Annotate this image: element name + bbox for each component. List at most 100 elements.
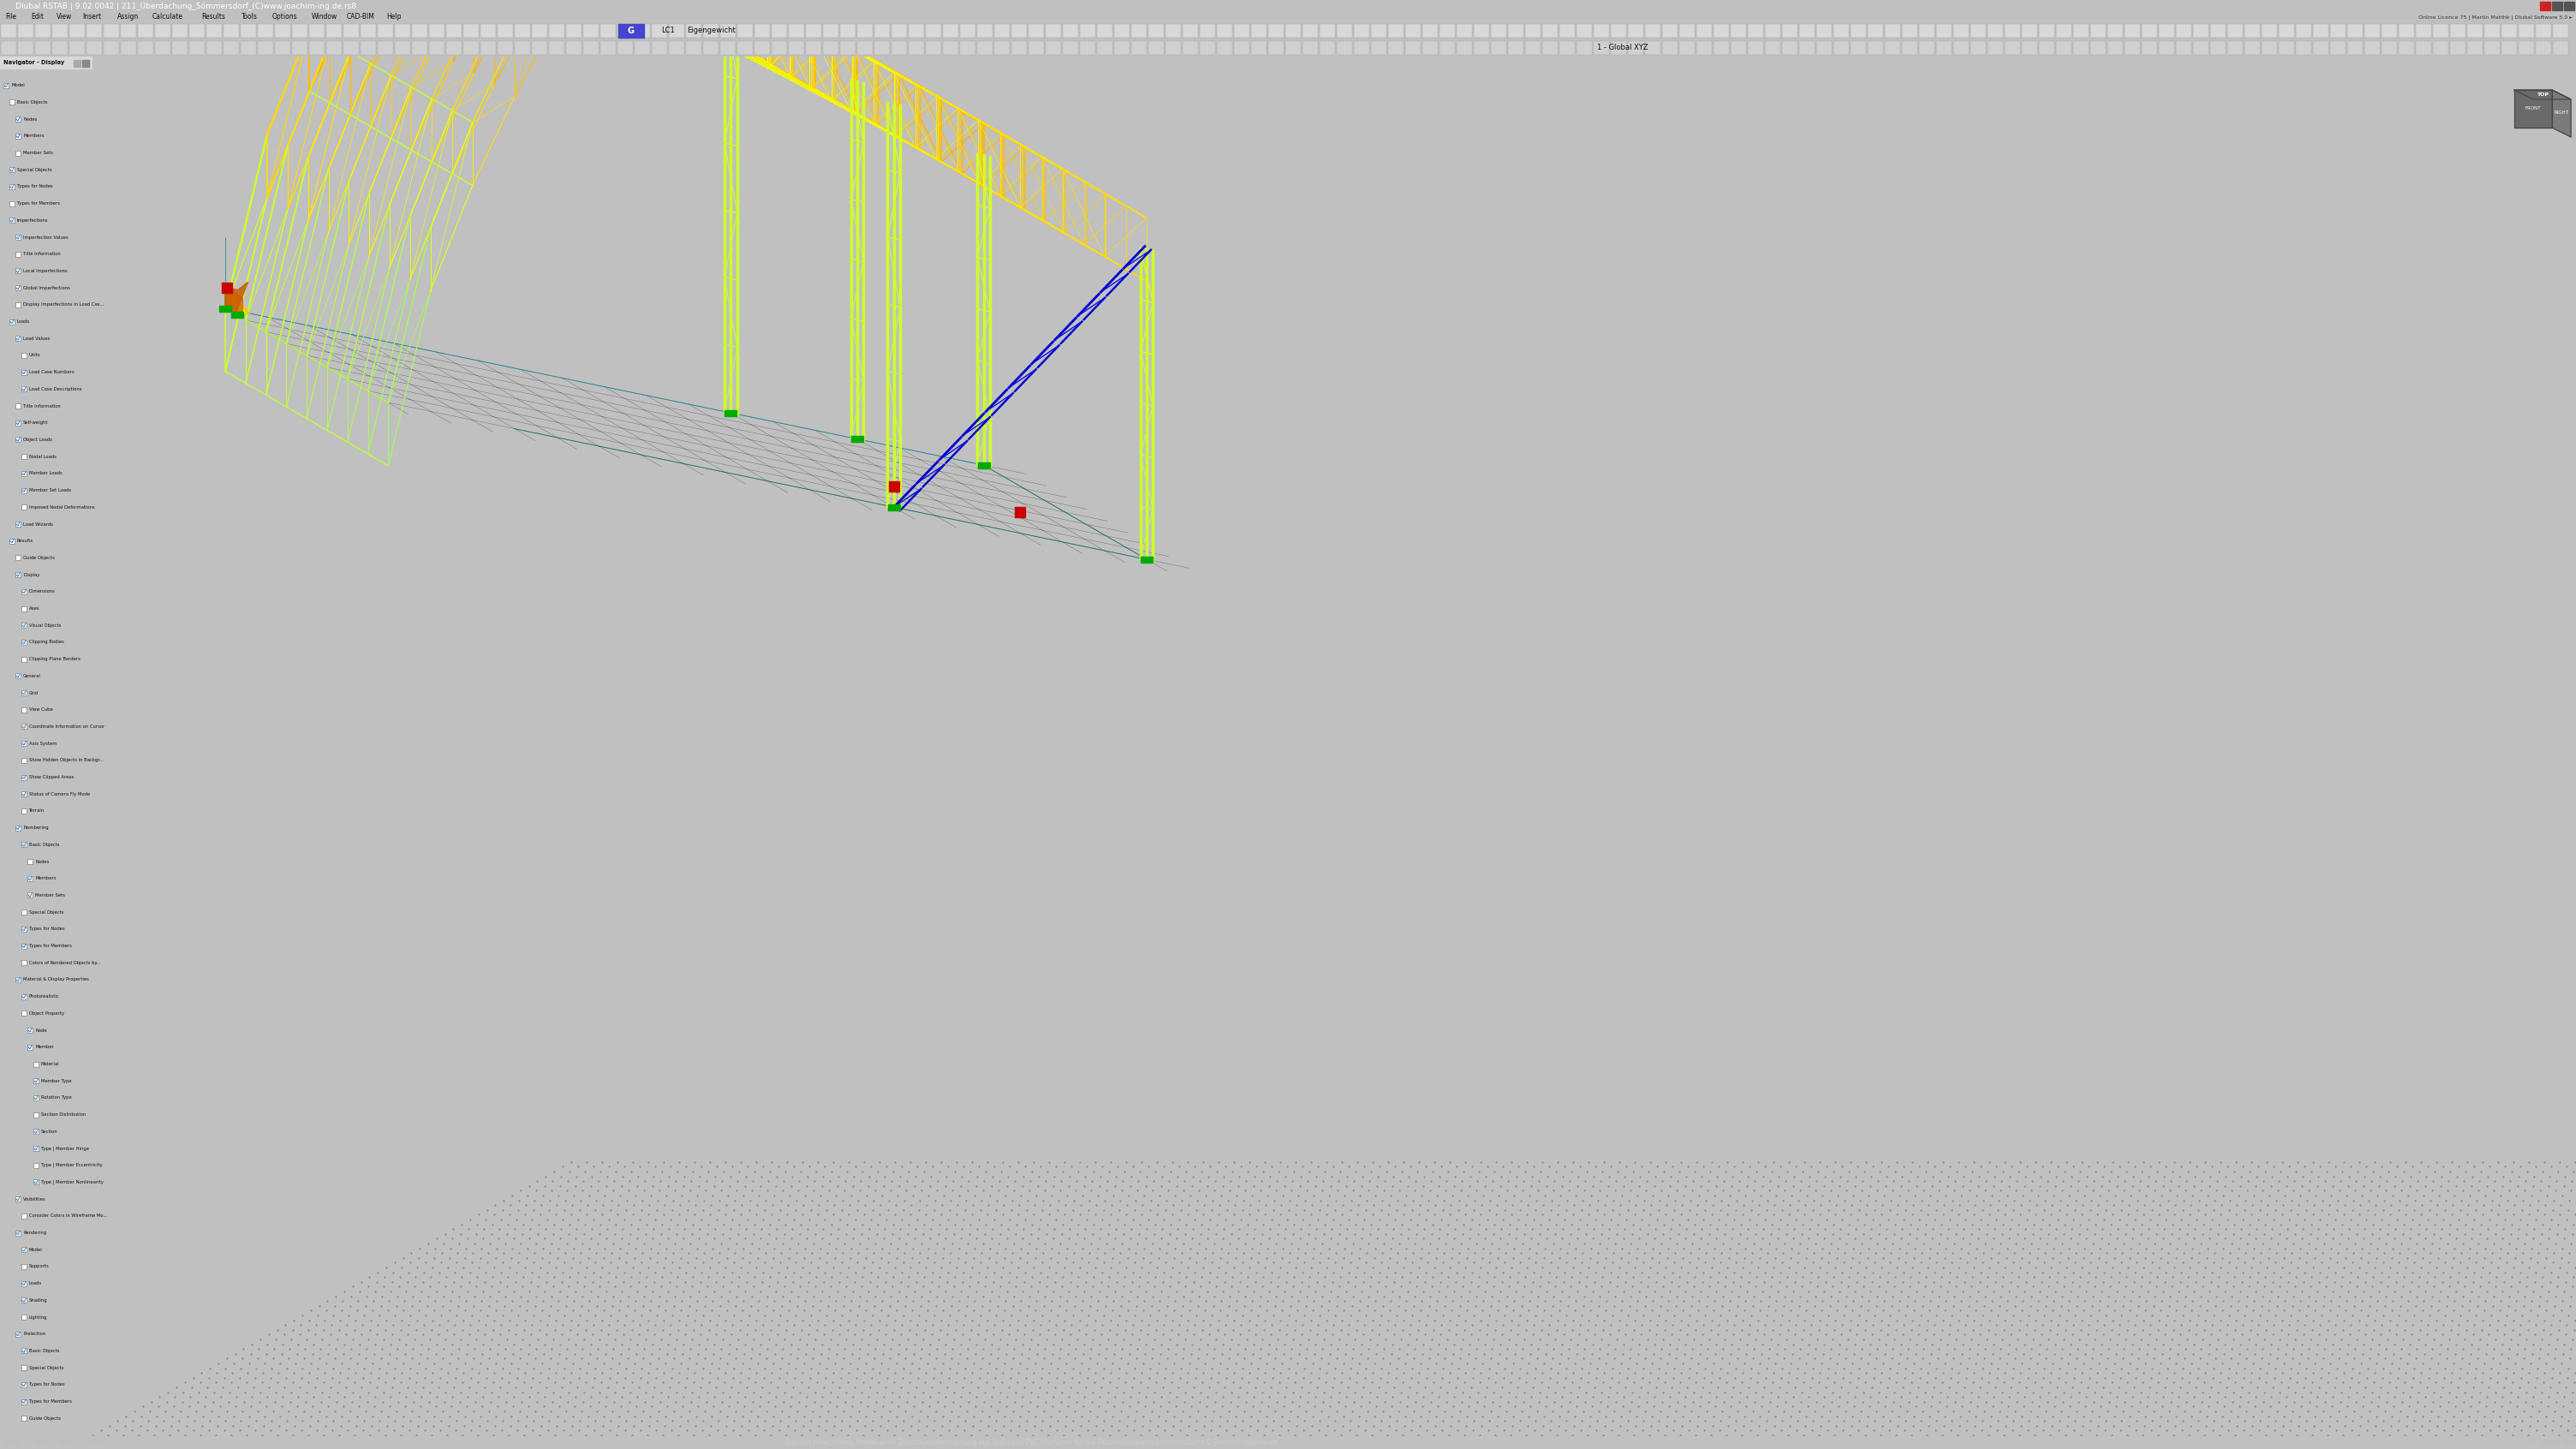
Bar bbox=[549, 25, 564, 38]
Bar bbox=[1182, 25, 1198, 38]
Bar bbox=[600, 41, 616, 55]
Bar bbox=[1252, 25, 1267, 38]
Bar bbox=[1064, 41, 1079, 55]
Text: Imperfections: Imperfections bbox=[18, 219, 49, 223]
Bar bbox=[1713, 25, 1728, 38]
Bar bbox=[2228, 41, 2244, 55]
Bar bbox=[240, 25, 255, 38]
Text: Member Type: Member Type bbox=[41, 1080, 72, 1082]
Bar bbox=[2416, 41, 2432, 55]
Bar bbox=[1680, 41, 1695, 55]
Bar bbox=[21, 961, 26, 965]
Bar bbox=[173, 41, 188, 55]
Bar bbox=[943, 41, 958, 55]
Bar bbox=[1765, 25, 1780, 38]
Bar bbox=[1919, 41, 1935, 55]
Bar bbox=[994, 25, 1010, 38]
Bar bbox=[1012, 25, 1028, 38]
Bar bbox=[618, 41, 634, 55]
Bar bbox=[21, 623, 26, 627]
Bar bbox=[2365, 41, 2380, 55]
Bar bbox=[2416, 41, 2432, 55]
Bar bbox=[446, 25, 461, 38]
Bar bbox=[1182, 41, 1198, 55]
Bar bbox=[873, 25, 889, 38]
Bar bbox=[1953, 41, 1968, 55]
Text: SNAP: SNAP bbox=[5, 1439, 21, 1445]
Bar bbox=[1731, 41, 1747, 55]
Bar bbox=[2295, 25, 2311, 38]
Bar bbox=[1492, 41, 1507, 55]
Text: TOP: TOP bbox=[2537, 93, 2548, 97]
Bar bbox=[482, 25, 495, 38]
Bar bbox=[1798, 41, 1814, 55]
Text: File: File bbox=[5, 13, 15, 20]
Bar bbox=[430, 41, 446, 55]
Text: Navigator - Display: Navigator - Display bbox=[3, 59, 64, 65]
Bar bbox=[1868, 25, 1883, 38]
Bar bbox=[891, 25, 907, 38]
Bar bbox=[515, 41, 531, 55]
Bar bbox=[858, 41, 873, 55]
Bar bbox=[1886, 25, 1901, 38]
Bar bbox=[258, 41, 273, 55]
Bar bbox=[52, 41, 67, 55]
Bar bbox=[2553, 25, 2568, 38]
Bar bbox=[258, 25, 273, 38]
Text: Units: Units bbox=[28, 354, 41, 358]
Bar bbox=[634, 41, 649, 55]
Bar bbox=[258, 25, 273, 38]
Bar bbox=[361, 25, 376, 38]
Bar bbox=[979, 462, 989, 468]
Bar bbox=[2228, 41, 2244, 55]
Bar bbox=[2331, 41, 2347, 55]
Bar bbox=[1267, 25, 1283, 38]
Bar bbox=[206, 41, 222, 55]
Bar bbox=[276, 25, 291, 38]
Bar bbox=[188, 41, 204, 55]
Text: Nodal Loads: Nodal Loads bbox=[28, 455, 57, 459]
Bar bbox=[515, 25, 531, 38]
Bar bbox=[2483, 41, 2499, 55]
Bar bbox=[343, 25, 358, 38]
Text: Special Objects: Special Objects bbox=[18, 168, 52, 172]
Bar bbox=[909, 25, 925, 38]
Bar bbox=[1064, 41, 1079, 55]
Bar bbox=[1337, 41, 1352, 55]
Bar bbox=[618, 25, 634, 38]
Bar bbox=[567, 41, 582, 55]
Bar bbox=[2501, 25, 2517, 38]
Text: Help: Help bbox=[386, 13, 402, 20]
Bar bbox=[1765, 41, 1780, 55]
Bar bbox=[2468, 41, 2483, 55]
Text: Visual Objects: Visual Objects bbox=[28, 623, 62, 627]
Bar bbox=[976, 25, 992, 38]
Bar bbox=[88, 41, 103, 55]
Bar bbox=[15, 977, 21, 982]
Text: Prelection: Prelection bbox=[23, 1332, 46, 1336]
Bar bbox=[2022, 41, 2038, 55]
Bar bbox=[737, 25, 752, 38]
Bar bbox=[1012, 41, 1028, 55]
Bar bbox=[1115, 41, 1128, 55]
Text: Type | Member Nonlinearity: Type | Member Nonlinearity bbox=[41, 1179, 103, 1184]
Bar bbox=[909, 41, 925, 55]
Bar bbox=[10, 201, 15, 206]
Bar bbox=[155, 25, 170, 38]
Bar bbox=[2004, 25, 2020, 38]
Bar bbox=[232, 312, 245, 317]
Bar bbox=[2056, 41, 2071, 55]
Bar bbox=[21, 1398, 26, 1404]
Bar bbox=[2347, 25, 2362, 38]
Bar bbox=[840, 41, 855, 55]
Bar bbox=[412, 41, 428, 55]
Bar bbox=[82, 59, 90, 67]
Bar bbox=[2004, 41, 2020, 55]
Bar bbox=[1064, 25, 1079, 38]
Bar bbox=[1901, 41, 1917, 55]
Bar bbox=[1628, 25, 1643, 38]
Bar bbox=[21, 352, 26, 358]
Bar bbox=[1149, 41, 1164, 55]
Bar bbox=[1216, 25, 1231, 38]
Bar bbox=[10, 539, 15, 543]
